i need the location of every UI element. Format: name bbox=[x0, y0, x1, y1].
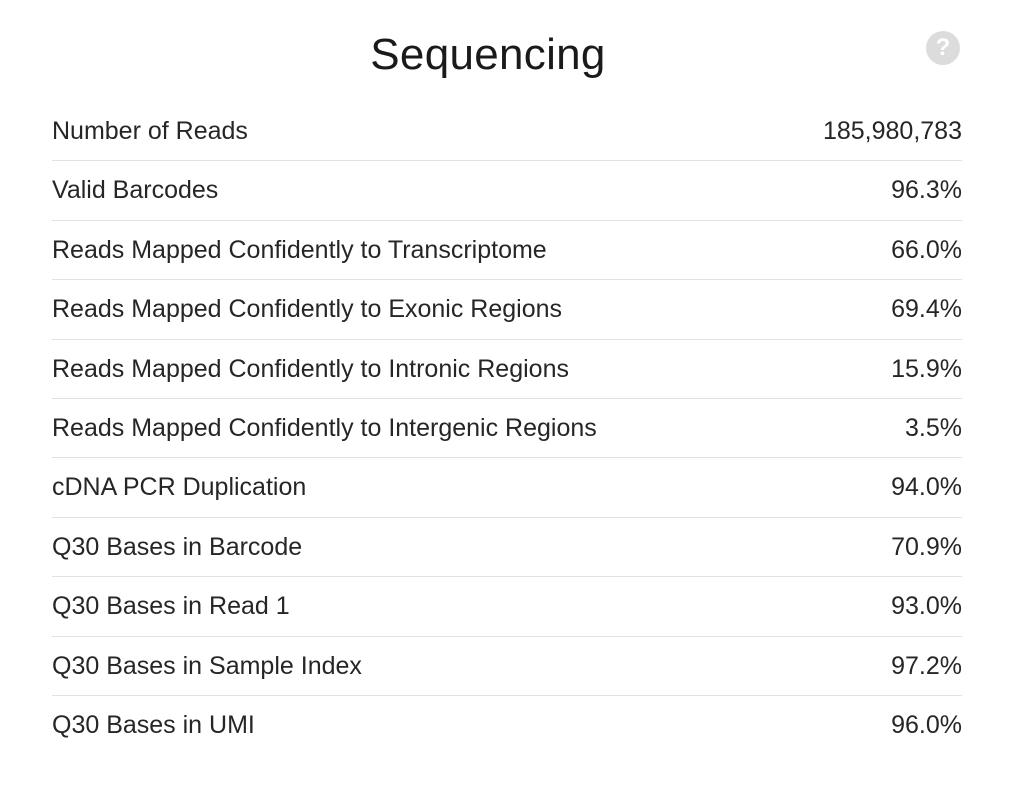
metric-label: Q30 Bases in UMI bbox=[52, 710, 255, 739]
table-row: Q30 Bases in Sample Index 97.2% bbox=[52, 637, 962, 696]
metric-value: 93.0% bbox=[891, 592, 962, 621]
metric-label: Reads Mapped Confidently to Intronic Reg… bbox=[52, 354, 569, 383]
metric-value: 15.9% bbox=[891, 354, 962, 383]
metric-label: Reads Mapped Confidently to Exonic Regio… bbox=[52, 295, 563, 324]
table-row: Q30 Bases in Barcode 70.9% bbox=[52, 518, 962, 578]
metric-value: 96.0% bbox=[891, 710, 962, 739]
metric-value: 66.0% bbox=[891, 235, 962, 264]
card-title: Sequencing bbox=[370, 30, 606, 79]
metric-label: cDNA PCR Duplication bbox=[52, 473, 307, 502]
help-icon[interactable]: ? bbox=[926, 31, 960, 65]
table-row: cDNA PCR Duplication 94.0% bbox=[52, 458, 962, 518]
metric-label: Reads Mapped Confidently to Intergenic R… bbox=[52, 413, 597, 442]
metric-value: 3.5% bbox=[905, 413, 962, 442]
table-row: Number of Reads 185,980,783 bbox=[52, 102, 962, 162]
metric-label: Reads Mapped Confidently to Transcriptom… bbox=[52, 235, 547, 264]
metric-label: Q30 Bases in Read 1 bbox=[52, 592, 290, 621]
metric-value: 69.4% bbox=[891, 295, 962, 324]
metric-value: 96.3% bbox=[891, 176, 962, 205]
table-row: Reads Mapped Confidently to Exonic Regio… bbox=[52, 280, 962, 340]
metric-label: Valid Barcodes bbox=[52, 176, 219, 205]
metric-value: 70.9% bbox=[891, 532, 962, 561]
metric-label: Q30 Bases in Sample Index bbox=[52, 651, 362, 680]
table-row: Reads Mapped Confidently to Intergenic R… bbox=[52, 399, 962, 459]
table-row: Valid Barcodes 96.3% bbox=[52, 161, 962, 221]
metrics-table: Number of Reads 185,980,783 Valid Barcod… bbox=[52, 102, 962, 755]
table-row: Reads Mapped Confidently to Transcriptom… bbox=[52, 221, 962, 281]
table-row: Q30 Bases in UMI 96.0% bbox=[52, 696, 962, 755]
table-row: Q30 Bases in Read 1 93.0% bbox=[52, 577, 962, 637]
metric-value: 185,980,783 bbox=[822, 117, 962, 145]
table-row: Reads Mapped Confidently to Intronic Reg… bbox=[52, 340, 962, 399]
metric-value: 97.2% bbox=[891, 651, 962, 680]
metric-label: Q30 Bases in Barcode bbox=[52, 532, 303, 561]
metric-label: Number of Reads bbox=[52, 117, 248, 145]
metric-value: 94.0% bbox=[891, 473, 962, 502]
